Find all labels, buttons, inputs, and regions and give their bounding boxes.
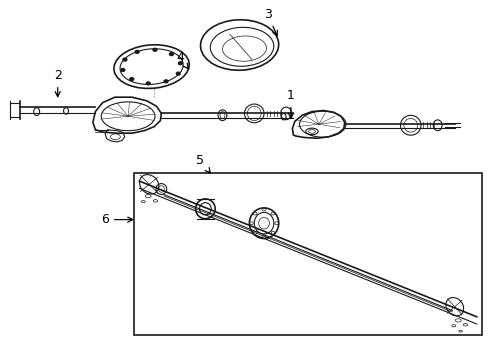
Circle shape bbox=[178, 62, 182, 65]
Circle shape bbox=[122, 58, 126, 61]
Text: 2: 2 bbox=[54, 69, 61, 96]
Circle shape bbox=[121, 68, 124, 71]
Circle shape bbox=[164, 80, 168, 83]
Text: 4: 4 bbox=[176, 51, 188, 69]
Circle shape bbox=[169, 53, 173, 55]
Circle shape bbox=[129, 78, 133, 81]
Circle shape bbox=[135, 50, 139, 53]
Text: 6: 6 bbox=[101, 213, 132, 226]
Bar bbox=[134, 173, 481, 335]
Text: 5: 5 bbox=[196, 154, 210, 173]
Text: 3: 3 bbox=[264, 8, 277, 36]
Circle shape bbox=[153, 48, 157, 51]
Circle shape bbox=[176, 72, 180, 75]
Text: 1: 1 bbox=[286, 89, 294, 118]
Circle shape bbox=[146, 82, 150, 85]
